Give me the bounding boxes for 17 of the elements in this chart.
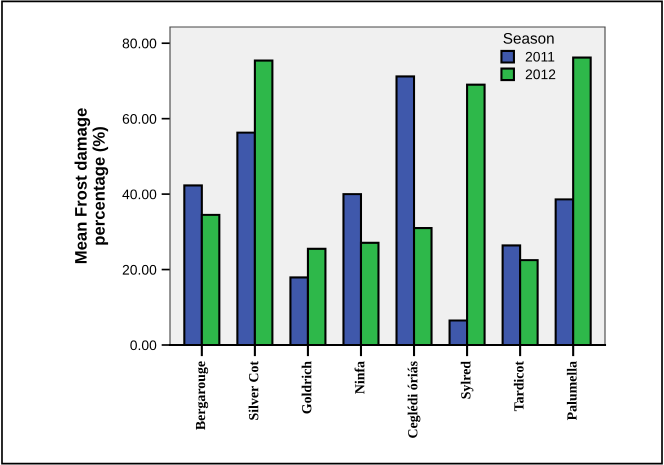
x-tick-label: Palumella xyxy=(566,361,577,420)
x-tick-label: Sylred xyxy=(460,361,474,399)
legend-title: Season xyxy=(503,32,554,44)
x-tick-label: Silver Cot xyxy=(248,361,258,420)
y-tick-label: 20.00 xyxy=(122,264,156,275)
y-tick-label: 40.00 xyxy=(122,189,156,200)
legend-label: 2011 xyxy=(526,52,554,62)
y-axis-title: Mean Frost damage percentage (%) xyxy=(74,108,108,264)
y-tick-label: 60.00 xyxy=(122,114,156,124)
y-tick-label: 0.00 xyxy=(130,340,156,350)
x-tick-label: Tardicot xyxy=(514,361,524,412)
x-tick-label: Ceglédi óriás xyxy=(408,361,420,438)
x-tick-label: Goldrich xyxy=(302,361,312,414)
x-tick-label: Bergarouge xyxy=(196,361,208,430)
x-tick-label: Ninfa xyxy=(354,361,364,394)
legend-label: 2012 xyxy=(526,69,556,80)
y-tick-label: 80.00 xyxy=(122,38,156,48)
